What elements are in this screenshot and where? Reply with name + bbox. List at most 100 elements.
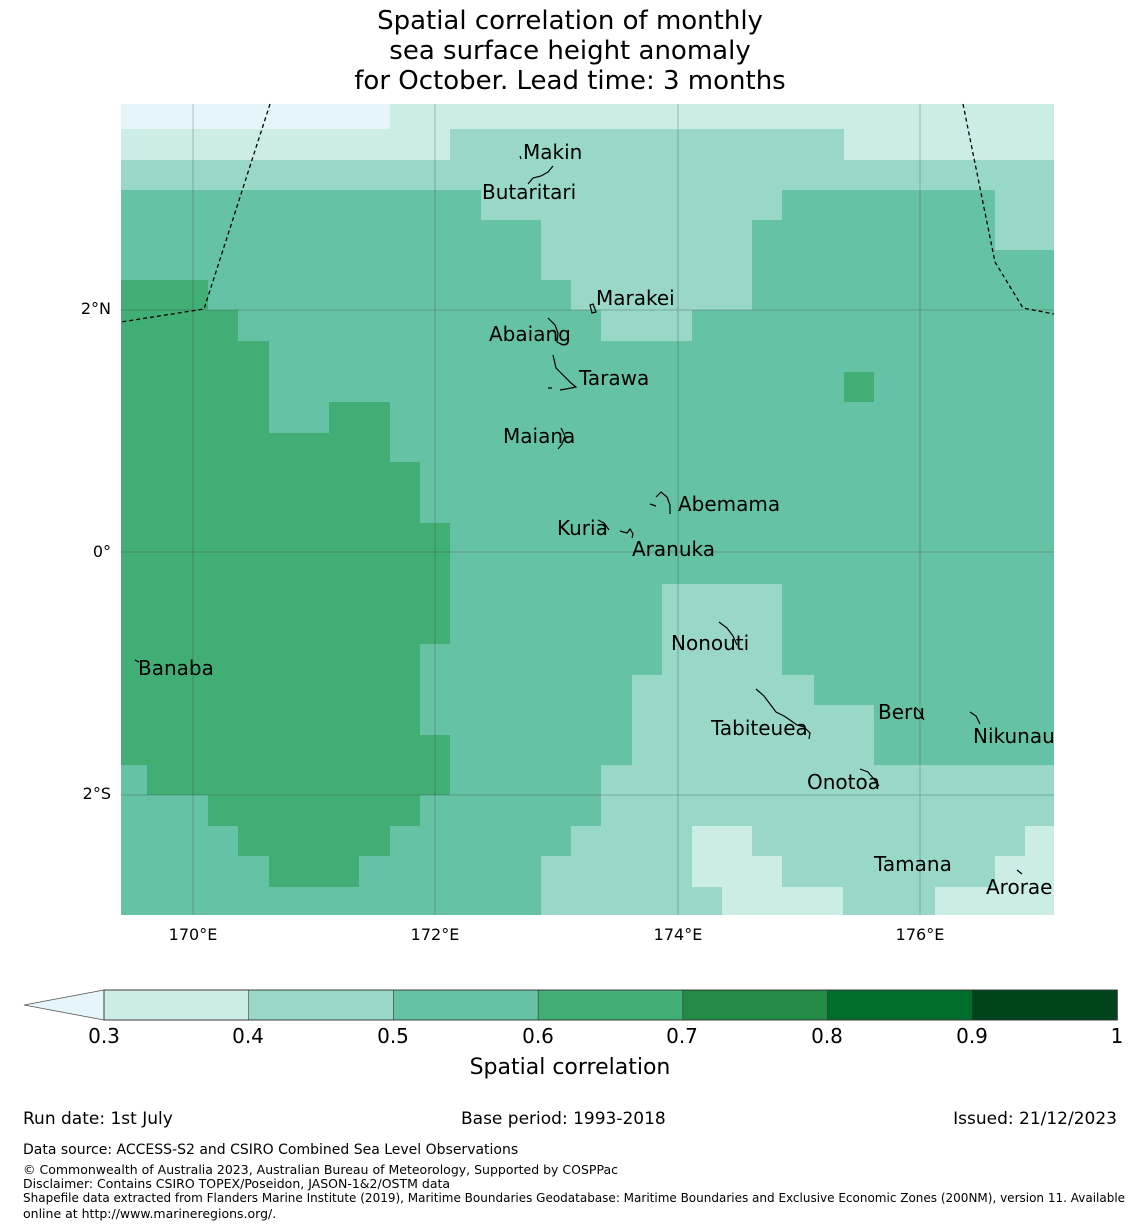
gridlines xyxy=(121,104,1054,915)
island-tarawa xyxy=(552,354,578,391)
field-cell xyxy=(121,433,390,462)
field-cell xyxy=(121,341,269,433)
eez-boundaries xyxy=(120,103,1055,323)
place-label-abemama: Abemama xyxy=(678,492,781,516)
field-cell xyxy=(601,795,1054,826)
colorbar-segment xyxy=(537,989,684,1021)
field-cell xyxy=(571,280,752,310)
colorbar-label: 0.5 xyxy=(377,1024,409,1048)
colorbar-label: 1 xyxy=(1110,1024,1124,1048)
chart-title: Spatial correlation of monthly sea surfa… xyxy=(0,6,1140,96)
field-cell xyxy=(844,372,874,402)
island-maiana xyxy=(557,427,566,450)
base-period: Base period: 1993-2018 xyxy=(461,1109,666,1129)
colorbar-label: 0.7 xyxy=(666,1024,698,1048)
field-cell xyxy=(121,280,208,310)
correlation-field xyxy=(121,104,1054,915)
field-cell xyxy=(692,826,752,856)
lon-tick-170: 170°E xyxy=(168,925,218,944)
field-cell xyxy=(481,190,782,220)
island-outlines xyxy=(134,155,1023,875)
colorbar-segment xyxy=(827,989,974,1021)
field-cell xyxy=(935,887,1054,915)
island-abaiang xyxy=(547,317,562,345)
island-onotoa xyxy=(859,768,880,787)
run-date: Run date: 1st July xyxy=(23,1109,173,1129)
data-source: Data source: ACCESS-S2 and CSIRO Combine… xyxy=(23,1142,519,1158)
place-label-aranuka: Aranuka xyxy=(632,537,715,561)
colorbar-segment xyxy=(971,989,1118,1021)
island-marakei xyxy=(589,303,597,314)
place-label-maiana: Maiana xyxy=(503,424,576,448)
colorbar xyxy=(23,989,1118,1021)
field-cell xyxy=(121,104,390,129)
field-cell xyxy=(632,675,814,705)
colorbar-label: 0.9 xyxy=(956,1024,988,1048)
field-cell xyxy=(662,584,782,675)
place-label-banaba: Banaba xyxy=(138,656,214,680)
field-cell xyxy=(208,795,420,826)
island-nonouti xyxy=(718,621,738,646)
field-cell xyxy=(121,523,450,644)
place-label-abaiang: Abaiang xyxy=(489,322,571,346)
field-cell xyxy=(541,250,752,280)
colorbar-label: 0.8 xyxy=(811,1024,843,1048)
island-makin xyxy=(519,155,522,160)
place-label-tabiteuea: Tabiteuea xyxy=(711,716,808,740)
colorbar-label: 0.4 xyxy=(232,1024,264,1048)
colorbar-frame xyxy=(103,989,1118,1021)
field-cell xyxy=(147,765,450,795)
eez-boundary-west xyxy=(120,103,271,323)
lat-tick-0: 0° xyxy=(92,542,111,561)
island-tabiteuea xyxy=(755,688,811,740)
colorbar-segment xyxy=(103,989,250,1021)
place-label-beru: Beru xyxy=(878,700,925,724)
field-cell xyxy=(121,310,238,341)
field-cell xyxy=(722,887,843,915)
lon-tick-172: 172°E xyxy=(410,925,460,944)
title-line-1: Spatial correlation of monthly xyxy=(377,6,763,36)
field-cell xyxy=(238,826,390,856)
field-cell xyxy=(541,856,1054,887)
place-label-kuria: Kuria xyxy=(557,516,608,540)
colorbar-segment xyxy=(682,989,829,1021)
island-arorae xyxy=(1016,869,1023,875)
place-label-makin: Makin xyxy=(523,140,583,164)
field-cell xyxy=(692,856,782,887)
lat-tick-2s: 2°S xyxy=(82,784,111,803)
field-cell xyxy=(601,310,692,341)
place-label-onotoa: Onotoa xyxy=(807,770,880,794)
island-kuria xyxy=(597,519,610,531)
place-label-nonouti: Nonouti xyxy=(671,631,750,655)
colorbar-segments xyxy=(103,989,1118,1021)
field-cell xyxy=(571,826,1054,856)
issued-date: Issued: 21/12/2023 xyxy=(953,1109,1117,1129)
island-nikunau xyxy=(969,711,981,725)
place-label-marakei: Marakei xyxy=(596,286,675,310)
colorbar-title: Spatial correlation xyxy=(469,1055,671,1080)
field-cell xyxy=(541,220,752,250)
place-label-tamana: Tamana xyxy=(874,852,952,876)
field-cell xyxy=(121,644,420,735)
field-cell xyxy=(601,765,1054,795)
lon-tick-174: 174°E xyxy=(653,925,703,944)
field-cell xyxy=(632,705,874,735)
field-cell xyxy=(121,462,420,523)
colorbar-label: 0.3 xyxy=(88,1024,120,1048)
island-aranuka xyxy=(619,527,634,539)
colorbar-segment xyxy=(248,989,395,1021)
shapefile-credit-line-1: Shapefile data extracted from Flanders M… xyxy=(23,1191,1126,1205)
field-cell xyxy=(329,402,390,433)
colorbar-segment xyxy=(393,989,539,1021)
disclaimer: Disclaimer: Contains CSIRO TOPEX/Poseido… xyxy=(23,1176,451,1191)
field-cell xyxy=(995,856,1054,887)
title-line-2: sea surface height anomaly xyxy=(389,36,751,66)
field-cell xyxy=(269,856,359,887)
island-butaritari xyxy=(527,165,554,185)
eez-boundary-east xyxy=(962,103,1055,315)
lon-tick-176: 176°E xyxy=(895,925,945,944)
place-label-nikunau: Nikunau xyxy=(973,724,1055,748)
shapefile-credit-line-2: online at http://www.marineregions.org/. xyxy=(23,1206,277,1221)
place-label-arorae: Arorae xyxy=(986,875,1053,899)
map-canvas xyxy=(23,103,1118,1021)
